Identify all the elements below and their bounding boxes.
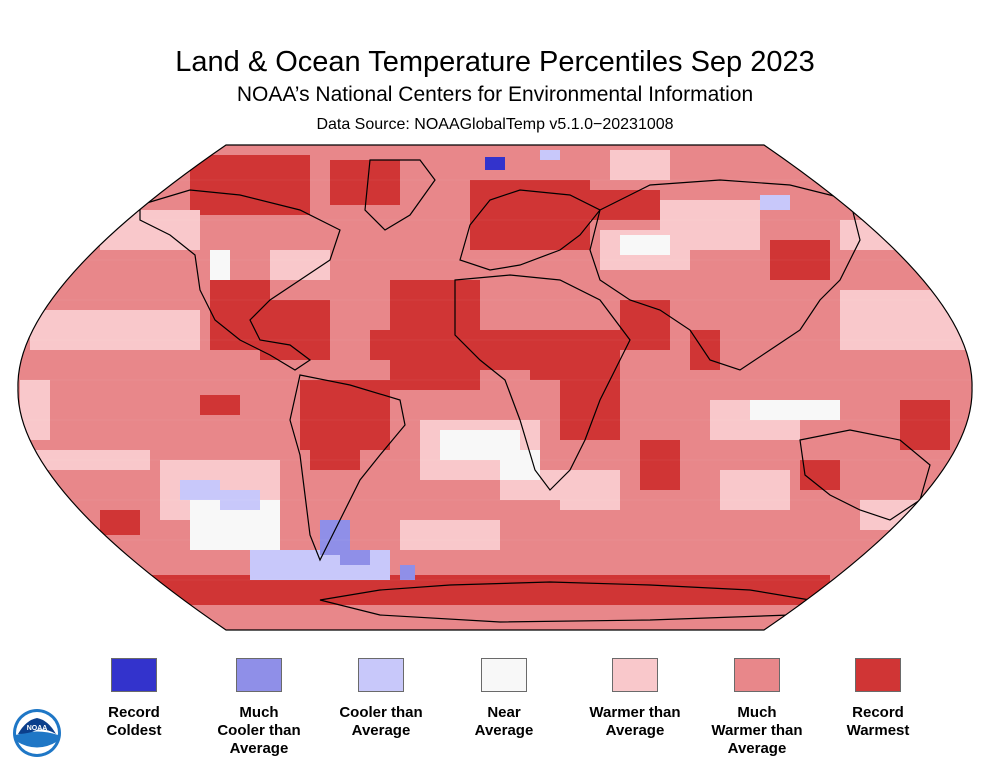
legend-item: Record Warmest <box>808 658 948 740</box>
legend-label-line: Cooler than <box>217 722 301 739</box>
south-america-outline <box>289 374 406 562</box>
map-subtitle: NOAA’s National Centers for Environmenta… <box>236 83 754 106</box>
map-border <box>17 144 973 631</box>
legend-label-line: Much <box>737 704 777 721</box>
legend-swatch <box>612 658 658 692</box>
legend-label-line: Much <box>239 704 279 721</box>
near-average-cells <box>190 235 840 550</box>
legend-label: Record Warmest <box>808 704 948 740</box>
legend-label-line: Warmer than <box>589 704 681 721</box>
legend-item: Much Warmer than Average <box>687 658 827 758</box>
legend-swatch <box>734 658 780 692</box>
legend-label: Cooler than Average <box>311 704 451 740</box>
legend-swatch <box>236 658 282 692</box>
africa-outline <box>454 274 631 491</box>
legend-item: Near Average <box>434 658 574 740</box>
north-america-outline <box>139 189 341 371</box>
legend-item: Much Cooler than Average <box>189 658 329 758</box>
legend-label-line: Average <box>229 740 289 757</box>
legend-swatch <box>111 658 157 692</box>
legend-label-line: Record <box>108 704 160 721</box>
antarctica-outline <box>319 581 812 623</box>
legend-label: Much Warmer than Average <box>687 704 827 758</box>
legend-swatch <box>855 658 901 692</box>
legend-label: Record Coldest <box>64 704 204 740</box>
legend-label-line: Warmest <box>846 722 910 739</box>
legend-label-line: Record <box>852 704 904 721</box>
legend-label-line: Average <box>351 722 411 739</box>
asia-outline <box>589 179 861 371</box>
legend-swatch <box>358 658 404 692</box>
map-title: Land & Ocean Temperature Percentiles Sep… <box>175 46 815 78</box>
record-cold-cells <box>485 157 505 170</box>
legend-label-line: Near <box>487 704 521 721</box>
coastlines <box>139 159 931 623</box>
legend-label-line: Average <box>605 722 665 739</box>
legend-label: Near Average <box>434 704 574 740</box>
percentile-grid <box>17 145 973 630</box>
legend-label-line: Coldest <box>106 722 162 739</box>
noaa-logo-icon: NOAA <box>13 709 61 757</box>
noaa-logo-text: NOAA <box>27 725 48 732</box>
data-source-label: Data Source: NOAAGlobalTemp v5.1.0−20231… <box>316 116 674 133</box>
legend-label-line: Average <box>474 722 534 739</box>
legend-label-line: Warmer than <box>711 722 803 739</box>
greenland-outline <box>364 159 436 231</box>
legend-label: Warmer than Average <box>565 704 705 740</box>
record-warm-cells <box>100 155 950 605</box>
legend-item: Warmer than Average <box>565 658 705 740</box>
legend-label-line: Average <box>727 740 787 757</box>
legend-item: Record Coldest <box>64 658 204 740</box>
legend-label-line: Cooler than <box>339 704 423 721</box>
legend-item: Cooler than Average <box>311 658 451 740</box>
australia-outline <box>799 429 931 521</box>
legend-swatch <box>481 658 527 692</box>
legend-label: Much Cooler than Average <box>189 704 329 758</box>
